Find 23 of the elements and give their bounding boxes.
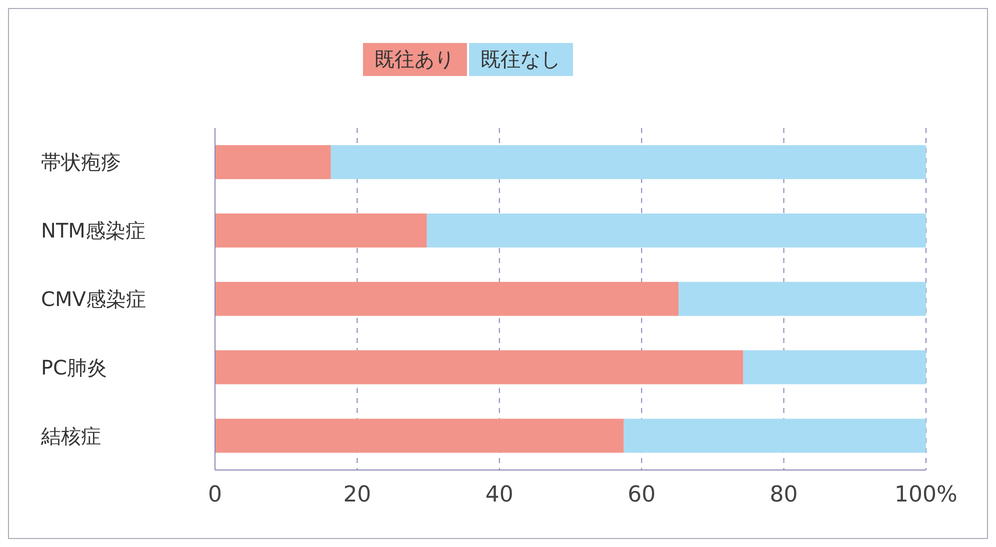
bar bbox=[330, 145, 926, 180]
bar bbox=[215, 418, 624, 453]
x-tick-label: 0 bbox=[208, 482, 222, 508]
x-tick-label: 40 bbox=[485, 482, 514, 508]
bar bbox=[215, 214, 427, 248]
x-tick-label: 100% bbox=[894, 482, 958, 508]
y-tick-label: 結核症 bbox=[40, 424, 101, 448]
text: 既往なし bbox=[468, 43, 572, 76]
bar bbox=[215, 350, 744, 384]
bar bbox=[678, 282, 926, 316]
x-tick-label: 60 bbox=[628, 482, 656, 508]
y-tick-label: PC肺炎 bbox=[41, 355, 108, 380]
bar bbox=[215, 145, 331, 180]
bar bbox=[215, 282, 679, 316]
text: 既往あり bbox=[362, 43, 466, 76]
bar bbox=[743, 350, 926, 384]
bar bbox=[426, 214, 926, 248]
bar bbox=[624, 418, 926, 453]
y-tick-label: NTM感染症 bbox=[41, 218, 146, 243]
y-tick-label: CMV感染症 bbox=[41, 287, 146, 311]
y-tick-label: 帯状疱疹 bbox=[41, 150, 121, 174]
x-tick-label: 80 bbox=[770, 482, 798, 508]
x-tick-label: 20 bbox=[343, 482, 372, 508]
